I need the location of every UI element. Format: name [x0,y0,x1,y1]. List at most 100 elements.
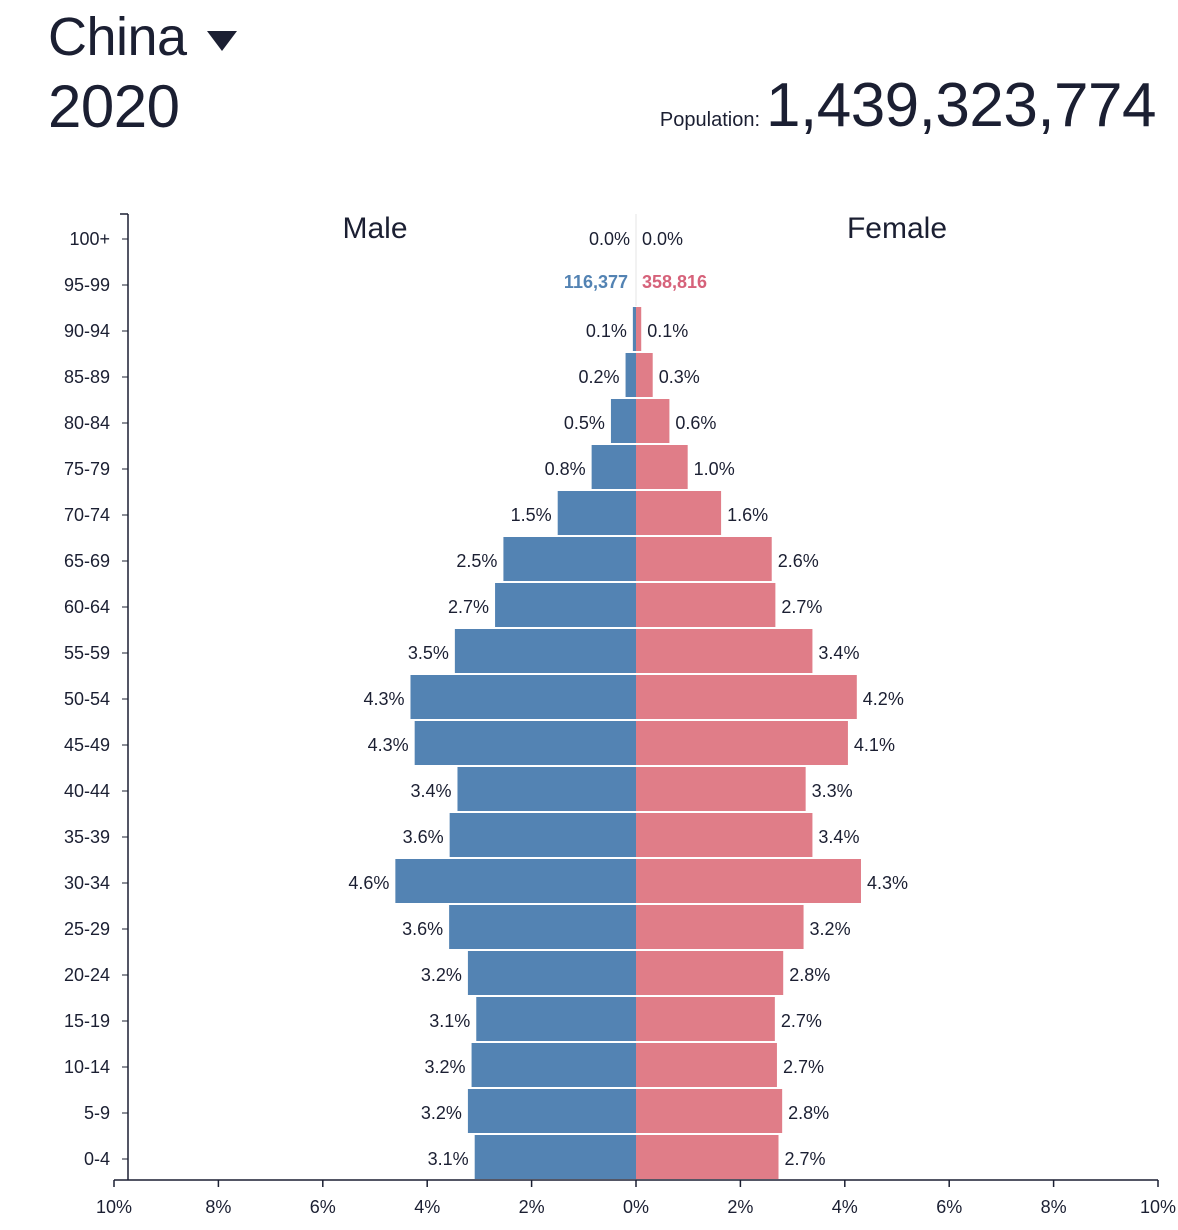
female-value-label: 4.2% [863,689,904,709]
female-bar [636,813,813,857]
male-value-label: 0.5% [564,413,605,433]
female-bar [636,675,857,719]
female-bar [636,353,653,397]
y-tick-label: 90-94 [64,321,110,341]
y-tick-label: 0-4 [84,1149,110,1169]
y-tick-label: 45-49 [64,735,110,755]
country-name[interactable]: China [48,7,187,67]
female-bar [636,629,813,673]
female-value-label: 0.3% [659,367,700,387]
y-tick-label: 80-84 [64,413,110,433]
male-bar [454,629,636,673]
male-value-label: 3.5% [408,643,449,663]
male-bar [449,905,636,949]
y-tick-label: 5-9 [84,1103,110,1123]
female-value-label: 3.4% [818,643,859,663]
male-value-label: 3.6% [402,919,443,939]
male-bar [414,721,636,765]
female-value-label: 0.6% [675,413,716,433]
male-value-label: 1.5% [511,505,552,525]
female-value-label: 2.7% [783,1057,824,1077]
population-value: 1,439,323,774 [766,71,1157,140]
female-value-label: 3.2% [810,919,851,939]
y-tick-label: 65-69 [64,551,110,571]
female-bar [636,767,806,811]
y-tick-label: 25-29 [64,919,110,939]
female-value-label: 4.3% [867,873,908,893]
male-bar [610,399,636,443]
female-bar [636,905,804,949]
female-bar [636,583,776,627]
y-tick-label: 75-79 [64,459,110,479]
x-tick-label: 10% [96,1197,132,1217]
female-bar [636,537,772,581]
legend-female: Female [847,212,947,245]
female-value-label: 2.7% [781,597,822,617]
female-value-label: 2.8% [789,965,830,985]
male-bar [476,997,636,1041]
female-value-label: 1.6% [727,505,768,525]
female-bar [636,445,688,489]
male-bar [503,537,636,581]
x-tick-label: 8% [1041,1197,1067,1217]
male-bar [449,813,636,857]
population-readout: Population: 1,439,323,774 [659,70,1157,142]
female-bar [636,721,848,765]
female-value-label: 1.0% [694,459,735,479]
male-value-label: 4.3% [368,735,409,755]
female-value-label: 0.0% [642,229,683,249]
male-bar [457,767,636,811]
male-value-label: 3.4% [410,781,451,801]
x-tick-label: 4% [414,1197,440,1217]
year-label: 2020 [48,73,180,140]
female-value-label: 2.7% [785,1149,826,1169]
y-tick-label: 55-59 [64,643,110,663]
y-tick-label: 35-39 [64,827,110,847]
female-value-label: 2.6% [778,551,819,571]
male-value-label: 0.1% [586,321,627,341]
female-bar [636,1135,779,1179]
female-value-label: 2.8% [788,1103,829,1123]
female-bar [636,997,775,1041]
legend-male: Male [342,212,407,245]
y-tick-label: 40-44 [64,781,110,801]
x-tick-label: 10% [1140,1197,1176,1217]
male-value-label: 4.3% [363,689,404,709]
caret-down-icon[interactable] [206,31,237,51]
country-selector[interactable]: China [48,4,237,70]
male-bar [467,951,636,995]
female-bar [636,1089,783,1133]
male-bar [410,675,636,719]
male-bar [471,1043,636,1087]
chart-header: China 2020 Population: 1,439,323,774 [0,0,1178,160]
male-value-label: 3.1% [429,1011,470,1031]
x-tick-label: 8% [205,1197,231,1217]
male-bar [632,307,636,351]
y-tick-label: 10-14 [64,1057,110,1077]
female-bar [636,951,784,995]
male-value-label: 0.8% [545,459,586,479]
male-value-label: 3.2% [425,1057,466,1077]
male-value-label: 3.6% [403,827,444,847]
male-bar [467,1089,636,1133]
x-tick-label: 0% [623,1197,649,1217]
male-bar [395,859,636,903]
male-bar [557,491,636,535]
male-bar [591,445,636,489]
female-bar [636,1043,777,1087]
female-value-label: 2.7% [781,1011,822,1031]
male-bar [495,583,636,627]
female-value-label: 3.3% [812,781,853,801]
female-bar [636,399,670,443]
x-tick-label: 4% [832,1197,858,1217]
y-tick-label: 15-19 [64,1011,110,1031]
x-tick-label: 2% [727,1197,753,1217]
y-tick-label: 100+ [69,229,110,249]
population-label: Population: [659,109,760,131]
hover-female-count: 358,816 [642,272,707,292]
y-tick-label: 85-89 [64,367,110,387]
male-value-label: 2.7% [448,597,489,617]
male-value-label: 2.5% [456,551,497,571]
male-value-label: 4.6% [348,873,389,893]
